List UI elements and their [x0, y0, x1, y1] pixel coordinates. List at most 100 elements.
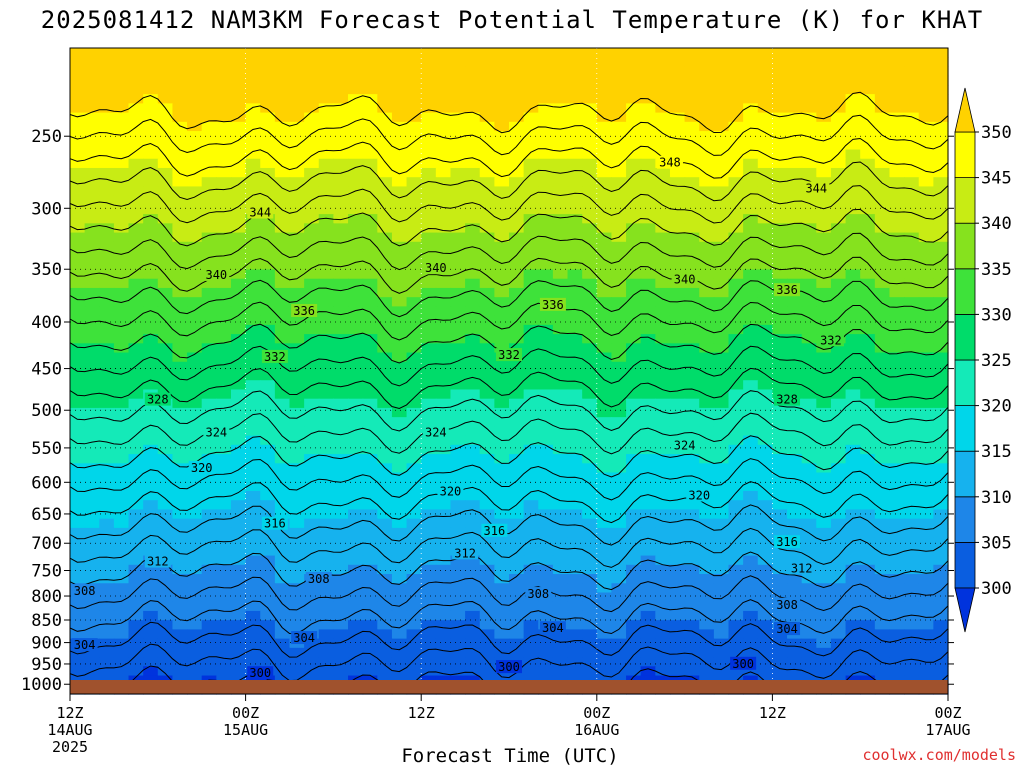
fill-cell: [874, 666, 891, 677]
fill-cell: [450, 638, 466, 649]
fill-cell: [509, 527, 525, 538]
fill-cell: [684, 380, 700, 391]
fill-cell: [172, 638, 188, 649]
fill-cell: [669, 574, 686, 584]
fill-cell: [479, 112, 495, 123]
fill-cell: [84, 149, 100, 160]
fill-cell: [933, 472, 949, 483]
fill-cell: [699, 103, 715, 114]
fill-cell: [494, 334, 510, 344]
fill-cell: [333, 103, 349, 114]
fill-cell: [567, 435, 583, 446]
fill-cell: [889, 204, 905, 215]
fill-cell: [260, 251, 276, 261]
fill-cell: [274, 84, 291, 95]
fill-cell: [684, 75, 700, 86]
fill-cell: [70, 121, 86, 132]
fill-cell: [904, 343, 920, 354]
fill-cell: [567, 241, 583, 252]
fill-cell: [289, 334, 305, 344]
fill-cell: [304, 149, 320, 160]
fill-cell: [552, 509, 569, 520]
fill-cell: [757, 158, 773, 169]
fill-cell: [743, 260, 759, 271]
fill-cell: [552, 269, 569, 280]
fill-cell: [538, 260, 554, 271]
fill-cell: [904, 426, 920, 437]
fill-cell: [143, 241, 159, 252]
fill-cell: [172, 398, 188, 409]
fill-cell: [128, 232, 144, 243]
fill-cell: [362, 75, 378, 86]
fill-cell: [640, 223, 656, 234]
fill-cell: [465, 389, 481, 400]
fill-cell: [304, 592, 320, 603]
fill-cell: [172, 509, 188, 520]
fill-cell: [933, 398, 949, 409]
fill-cell: [699, 592, 715, 603]
fill-cell: [333, 407, 349, 418]
fill-cell: [84, 112, 100, 123]
x-tick-label: 00Z: [934, 704, 961, 722]
fill-cell: [304, 546, 320, 557]
fill-cell: [304, 343, 320, 354]
fill-cell: [757, 371, 773, 381]
fill-cell: [904, 647, 920, 658]
fill-cell: [918, 500, 934, 511]
fill-cell: [435, 75, 452, 86]
fill-cell: [230, 638, 247, 649]
fill-cell: [450, 426, 466, 437]
fill-cell: [918, 592, 934, 603]
fill-cell: [245, 297, 261, 307]
fill-cell: [245, 490, 261, 501]
fill-cell: [845, 315, 861, 326]
fill-cell: [757, 574, 773, 584]
fill-cell: [172, 269, 188, 280]
fill-cell: [845, 407, 861, 418]
fill-cell: [187, 564, 203, 575]
fill-cell: [582, 564, 598, 575]
fill-cell: [421, 140, 437, 151]
fill-cell: [260, 620, 276, 630]
fill-cell: [655, 260, 671, 271]
fill-cell: [333, 158, 349, 169]
fill-cell: [845, 638, 861, 649]
fill-cell: [465, 324, 481, 335]
fill-cell: [655, 66, 671, 77]
fill-cell: [757, 389, 773, 400]
fill-cell: [626, 583, 642, 594]
fill-cell: [801, 66, 817, 77]
fill-cell: [830, 223, 847, 234]
fill-cell: [509, 241, 525, 252]
fill-cell: [377, 472, 393, 483]
fill-cell: [713, 426, 730, 437]
fill-cell: [509, 417, 525, 427]
fill-cell: [318, 334, 334, 344]
fill-cell: [889, 297, 905, 307]
fill-cell: [333, 84, 349, 95]
fill-cell: [99, 426, 115, 437]
fill-cell: [333, 66, 349, 77]
fill-cell: [552, 647, 569, 658]
fill-cell: [421, 352, 437, 363]
fill-cell: [362, 666, 378, 677]
fill-cell: [406, 592, 422, 603]
fill-cell: [450, 57, 466, 68]
fill-cell: [230, 158, 247, 169]
fill-cell: [772, 444, 788, 455]
fill-cell: [684, 232, 700, 243]
fill-cell: [494, 583, 510, 594]
fill-cell: [787, 352, 803, 363]
fill-cell: [640, 647, 656, 658]
fill-cell: [611, 583, 627, 594]
fill-cell: [172, 555, 188, 566]
fill-cell: [377, 610, 393, 621]
contour-label-bg: [203, 425, 230, 439]
fill-cell: [669, 334, 686, 344]
fill-cell: [582, 509, 598, 520]
fill-cell: [830, 84, 847, 95]
fill-cell: [655, 601, 671, 612]
fill-cell: [801, 214, 817, 224]
fill-cell: [933, 509, 949, 520]
fill-cell: [348, 592, 364, 603]
